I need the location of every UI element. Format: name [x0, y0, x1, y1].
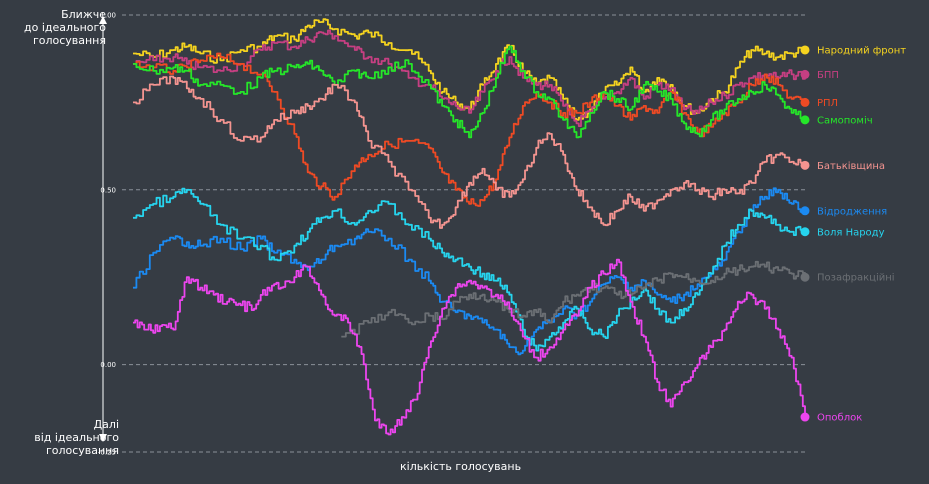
- series-line-опоблок: [133, 258, 806, 436]
- series-end-marker: [800, 412, 810, 422]
- grid-layer: [122, 14, 805, 453]
- legend-label-самопоміч: Самопоміч: [817, 114, 873, 126]
- legend: Народний фронт БПП РПЛ Самопоміч Батьківщина…: [800, 45, 906, 424]
- y-axis-top-label: Ближче до ідеального голосування: [24, 8, 106, 47]
- legend-label-рпл: РПЛ: [817, 98, 838, 109]
- series-line-позафракційні: [341, 260, 806, 338]
- series-line-бпп: [133, 29, 806, 127]
- series-end-marker: [800, 115, 810, 125]
- series-line-рпл: [133, 52, 806, 207]
- series-layer: [133, 18, 806, 436]
- legend-label-бпп: БПП: [817, 70, 839, 81]
- series-end-marker: [800, 272, 810, 282]
- y-axis: 1.00 0.50 0.00 -0.25: [98, 12, 116, 457]
- series-line-відродження: [133, 187, 806, 356]
- series-end-marker: [800, 160, 810, 170]
- series-line-воля-народу: [133, 187, 806, 352]
- y-tick-label: 0.50: [100, 186, 116, 194]
- series-line-батьківщина: [133, 75, 806, 229]
- y-tick-label: 0.00: [100, 361, 116, 369]
- series-end-marker: [800, 97, 810, 107]
- x-axis-label: кількість голосувань: [400, 460, 522, 473]
- series-end-marker: [800, 69, 810, 79]
- y-tick-label: 1.00: [100, 12, 116, 20]
- series-line-народний-фронт: [133, 18, 806, 121]
- legend-label-відродження: Відродження: [817, 205, 887, 217]
- legend-label-батьківщина: Батьківщина: [817, 160, 885, 172]
- legend-label-воля-народу: Воля Народу: [817, 227, 885, 238]
- series-end-marker: [800, 227, 810, 237]
- series-end-marker: [800, 206, 810, 216]
- y-tick-label: -0.25: [98, 449, 116, 457]
- legend-label-народний-фронт: Народний фронт: [817, 45, 906, 56]
- series-line-самопоміч: [133, 45, 806, 139]
- y-axis-arrow-down: [99, 434, 107, 442]
- legend-label-опоблок: Опоблок: [817, 413, 862, 424]
- legend-label-позафракційні: Позафракційні: [817, 272, 895, 284]
- y-axis-arrow-up: [99, 16, 107, 24]
- series-end-marker: [800, 45, 810, 55]
